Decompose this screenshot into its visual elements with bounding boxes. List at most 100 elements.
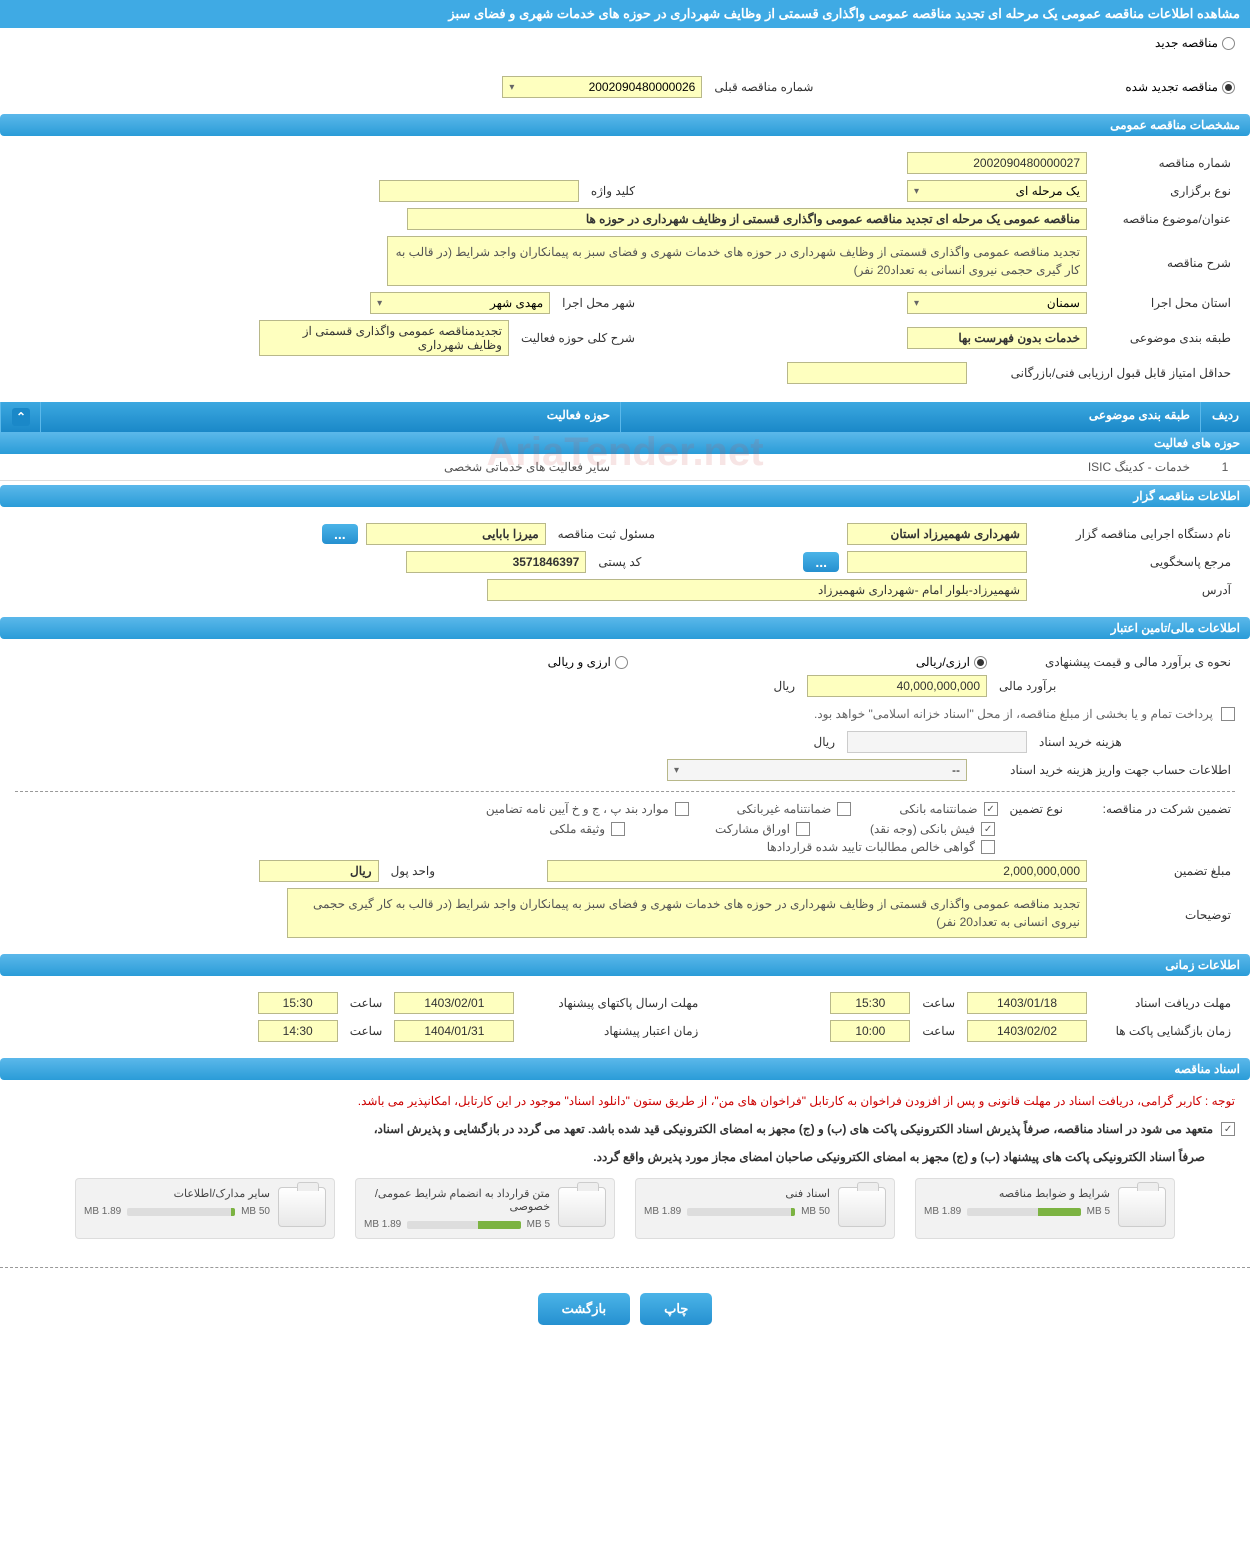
doc-used: 1.89 MB <box>924 1206 961 1217</box>
cell-idx: 1 <box>1200 454 1250 480</box>
scope-field: تجدیدمناقصه عمومی واگذاری قسمتی از وظایف… <box>259 320 509 356</box>
radio-icon <box>974 656 987 669</box>
officer-label: مسئول ثبت مناقصه <box>554 527 659 541</box>
check-icon <box>981 840 995 854</box>
back-button[interactable]: بازگشت <box>538 1293 630 1325</box>
chevron-down-icon: ▾ <box>509 82 514 93</box>
account-dropdown[interactable]: -- ▾ <box>667 759 967 781</box>
radio-both[interactable]: ارزی و ریالی <box>548 655 628 669</box>
city-dropdown[interactable]: مهدی شهر ▾ <box>370 292 550 314</box>
bar-fill <box>478 1221 521 1229</box>
payment-checkbox[interactable] <box>1221 707 1235 721</box>
city-value: مهدی شهر <box>490 296 543 310</box>
collapse-toggle[interactable]: ⌃ <box>0 402 40 432</box>
title-field: مناقصه عمومی یک مرحله ای تجدید مناقصه عم… <box>407 208 1087 230</box>
chevron-down-icon: ▾ <box>674 765 679 776</box>
validity-time: 14:30 <box>258 1020 338 1042</box>
radio-icon <box>1222 37 1235 50</box>
radio-both-label: ارزی و ریالی <box>548 655 611 669</box>
title-label: عنوان/موضوع مناقصه <box>1095 212 1235 226</box>
min-score-field[interactable] <box>787 362 967 384</box>
folder-icon <box>1118 1187 1166 1227</box>
opening-label: زمان بازگشایی پاکت ها <box>1095 1024 1235 1038</box>
check-nonbank[interactable]: ضمانتنامه غیربانکی <box>737 802 852 816</box>
submit-deadline-date: 1403/02/01 <box>394 992 514 1014</box>
bar-fill <box>231 1208 235 1216</box>
doc-card[interactable]: متن قرارداد به انضمام شرایط عمومی/خصوصی … <box>355 1178 615 1239</box>
bar-fill <box>1038 1208 1081 1216</box>
officer-field: میرزا بابایی <box>366 523 546 545</box>
currency-unit-label: واحد پول <box>387 864 439 878</box>
radio-rial-label: ارزی/ریالی <box>916 655 970 669</box>
check-securities[interactable]: اوراق مشارکت <box>715 822 810 836</box>
chevron-down-icon: ▾ <box>914 186 919 197</box>
radio-rial[interactable]: ارزی/ریالی <box>916 655 987 669</box>
type-label: نوع برگزاری <box>1095 184 1235 198</box>
desc-label: شرح مناقصه <box>1095 236 1235 270</box>
prev-number-dropdown[interactable]: 2002090480000026 ▾ <box>502 76 702 98</box>
page-title: مشاهده اطلاعات مناقصه عمومی یک مرحله ای … <box>0 0 1250 28</box>
print-button[interactable]: چاپ <box>640 1293 712 1325</box>
doc-notice: توجه : کاربر گرامی، دریافت اسناد در مهلت… <box>15 1090 1235 1112</box>
opening-time: 10:00 <box>830 1020 910 1042</box>
time-label: ساعت <box>346 1024 387 1038</box>
min-score-label: حداقل امتیاز قابل قبول ارزیابی فنی/بازرگ… <box>975 366 1235 380</box>
check-cash[interactable]: فیش بانکی (وجه نقد) <box>870 822 995 836</box>
check-property[interactable]: وثیقه ملکی <box>549 822 625 836</box>
doc-total: 50 MB <box>801 1206 830 1217</box>
col-category: طبقه بندی موضوعی <box>620 402 1200 432</box>
keyword-label: کلید واژه <box>587 184 639 198</box>
documents-grid: شرایط و ضوابط مناقصه 5 MB 1.89 MB اسناد … <box>15 1168 1235 1249</box>
tender-number-field: 2002090480000027 <box>907 152 1087 174</box>
time-label: ساعت <box>918 996 959 1010</box>
doc-card[interactable]: شرایط و ضوابط مناقصه 5 MB 1.89 MB <box>915 1178 1175 1239</box>
doc-card[interactable]: اسناد فنی 50 MB 1.89 MB <box>635 1178 895 1239</box>
lookup-button[interactable]: ... <box>322 524 358 544</box>
validity-date: 1404/01/31 <box>394 1020 514 1042</box>
check-bank[interactable]: ضمانتنامه بانکی <box>899 802 997 816</box>
account-label: اطلاعات حساب جهت واریز هزینه خرید اسناد <box>975 763 1235 777</box>
check-receivables[interactable]: گواهی خالص مطالبات تایید شده قراردادها <box>767 840 995 854</box>
submit-deadline-label: مهلت ارسال پاکتهای پیشنهاد <box>522 996 702 1010</box>
doc-used: 1.89 MB <box>644 1206 681 1217</box>
radio-icon <box>615 656 628 669</box>
postal-field: 3571846397 <box>406 551 586 573</box>
address-label: آدرس <box>1035 583 1235 597</box>
folder-icon <box>278 1187 326 1227</box>
address-field: شهمیرزاد-بلوار امام -شهرداری شهمیرزاد <box>487 579 1027 601</box>
radio-renewed-tender[interactable]: مناقصه تجدید شده <box>1125 80 1235 94</box>
doc-deadline-date: 1403/01/18 <box>967 992 1087 1014</box>
doc-total: 5 MB <box>1087 1206 1110 1217</box>
check-icon <box>837 802 851 816</box>
keyword-field[interactable] <box>379 180 579 202</box>
section-general: مشخصات مناقصه عمومی <box>0 114 1250 136</box>
check-icon <box>611 822 625 836</box>
cell-category: خدمات - کدینگ ISIC <box>620 454 1200 480</box>
contact-label: مرجع پاسخگویی <box>1035 555 1235 569</box>
chevron-down-icon: ▾ <box>377 298 382 309</box>
doc-deadline-time: 15:30 <box>830 992 910 1014</box>
doc-title: متن قرارداد به انضمام شرایط عمومی/خصوصی <box>364 1187 550 1213</box>
doc-title: شرایط و ضوابط مناقصه <box>924 1187 1110 1200</box>
check-icon <box>984 802 998 816</box>
rial-label: ریال <box>769 679 799 693</box>
province-dropdown[interactable]: سمنان ▾ <box>907 292 1087 314</box>
radio-new-tender[interactable]: مناقصه جدید <box>1155 36 1235 50</box>
doc-cost-field[interactable] <box>847 731 1027 753</box>
tender-number-label: شماره مناقصه <box>1095 156 1235 170</box>
contact-lookup-button[interactable]: ... <box>803 552 839 572</box>
doc-used: 1.89 MB <box>364 1219 401 1230</box>
commit-checkbox-1[interactable] <box>1221 1122 1235 1136</box>
doc-cost-label: هزینه خرید اسناد <box>1035 735 1235 749</box>
check-regulation[interactable]: موارد بند پ ، ج و خ آیین نامه تضامین <box>486 802 689 816</box>
postal-label: کد پستی <box>594 555 645 569</box>
contact-field[interactable] <box>847 551 1027 573</box>
doc-card[interactable]: سایر مدارک/اطلاعات 50 MB 1.89 MB <box>75 1178 335 1239</box>
folder-icon <box>838 1187 886 1227</box>
city-label: شهر محل اجرا <box>558 296 639 310</box>
opening-date: 1403/02/02 <box>967 1020 1087 1042</box>
org-field: شهرداری شهمیرزاد استان <box>847 523 1027 545</box>
desc-field: تجدید مناقصه عمومی واگذاری قسمتی از وظای… <box>387 236 1087 286</box>
commitment-1: متعهد می شود در اسناد مناقصه، صرفاً پذیر… <box>374 1118 1213 1140</box>
type-dropdown[interactable]: یک مرحله ای ▾ <box>907 180 1087 202</box>
